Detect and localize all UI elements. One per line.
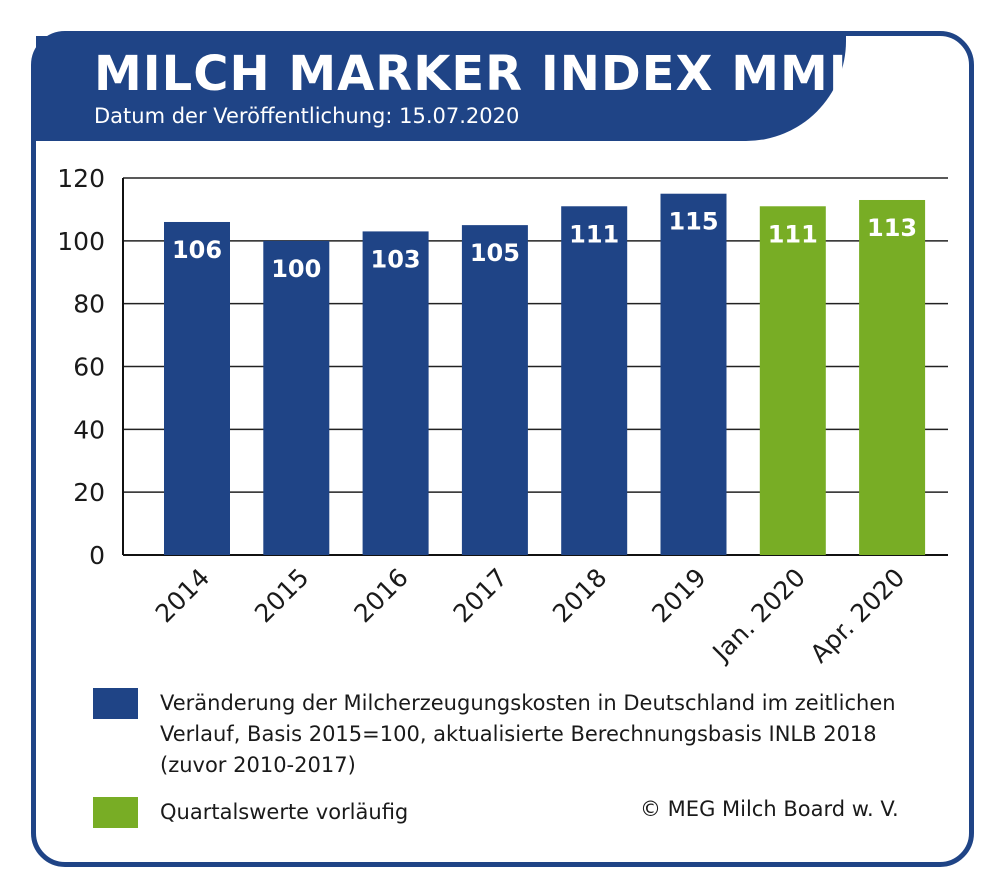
y-tick-label: 20 [73, 478, 105, 507]
y-tick-label: 120 [57, 164, 105, 193]
title-banner: MILCH MARKER INDEX MMI Datum der Veröffe… [36, 36, 848, 141]
bar [164, 221, 230, 555]
y-tick-label: 100 [57, 227, 105, 256]
bar [362, 231, 429, 556]
x-tick-label: 2019 [646, 563, 711, 628]
legend-label-green: Quartalswerte vorläufig [160, 800, 409, 824]
legend-item-green: Quartalswerte vorläufig [93, 797, 580, 828]
bar [561, 206, 628, 555]
data-label: 106 [172, 236, 222, 264]
data-label: 115 [668, 208, 718, 236]
y-tick-label: 80 [73, 290, 105, 319]
y-tick-label: 0 [89, 541, 105, 570]
x-tick-label: 2014 [150, 563, 215, 628]
y-tick-label: 60 [73, 353, 105, 382]
data-label: 103 [371, 245, 421, 273]
legend-swatch-blue [93, 688, 138, 719]
data-label: 111 [768, 220, 818, 248]
x-tick-label: Apr. 2020 [805, 563, 911, 669]
x-tick-label: 2016 [348, 563, 413, 628]
chart-title: MILCH MARKER INDEX MMI [94, 46, 848, 102]
x-tick-label: 2018 [547, 563, 612, 628]
x-tick-label: 2015 [249, 563, 314, 628]
data-label: 105 [470, 239, 520, 267]
x-tick-label: Jan. 2020 [706, 563, 811, 668]
x-tick-label: 2017 [448, 563, 513, 628]
data-label: 113 [867, 214, 917, 242]
legend-swatch-green [93, 797, 138, 828]
y-tick-label: 40 [73, 415, 105, 444]
copyright-notice: © MEG Milch Board w. V. [640, 797, 899, 821]
bar [759, 206, 826, 555]
bar [263, 240, 330, 556]
publication-date: Datum der Veröffentlichung: 15.07.2020 [94, 104, 520, 128]
legend-label-blue: Veränderung der Milcherzeugungskosten in… [160, 691, 896, 777]
data-label: 100 [271, 255, 321, 283]
data-label: 111 [569, 220, 619, 248]
bar [660, 193, 727, 556]
bar [859, 199, 926, 555]
bar [461, 225, 528, 555]
legend-item-blue: Veränderung der Milcherzeugungskosten in… [93, 688, 900, 781]
